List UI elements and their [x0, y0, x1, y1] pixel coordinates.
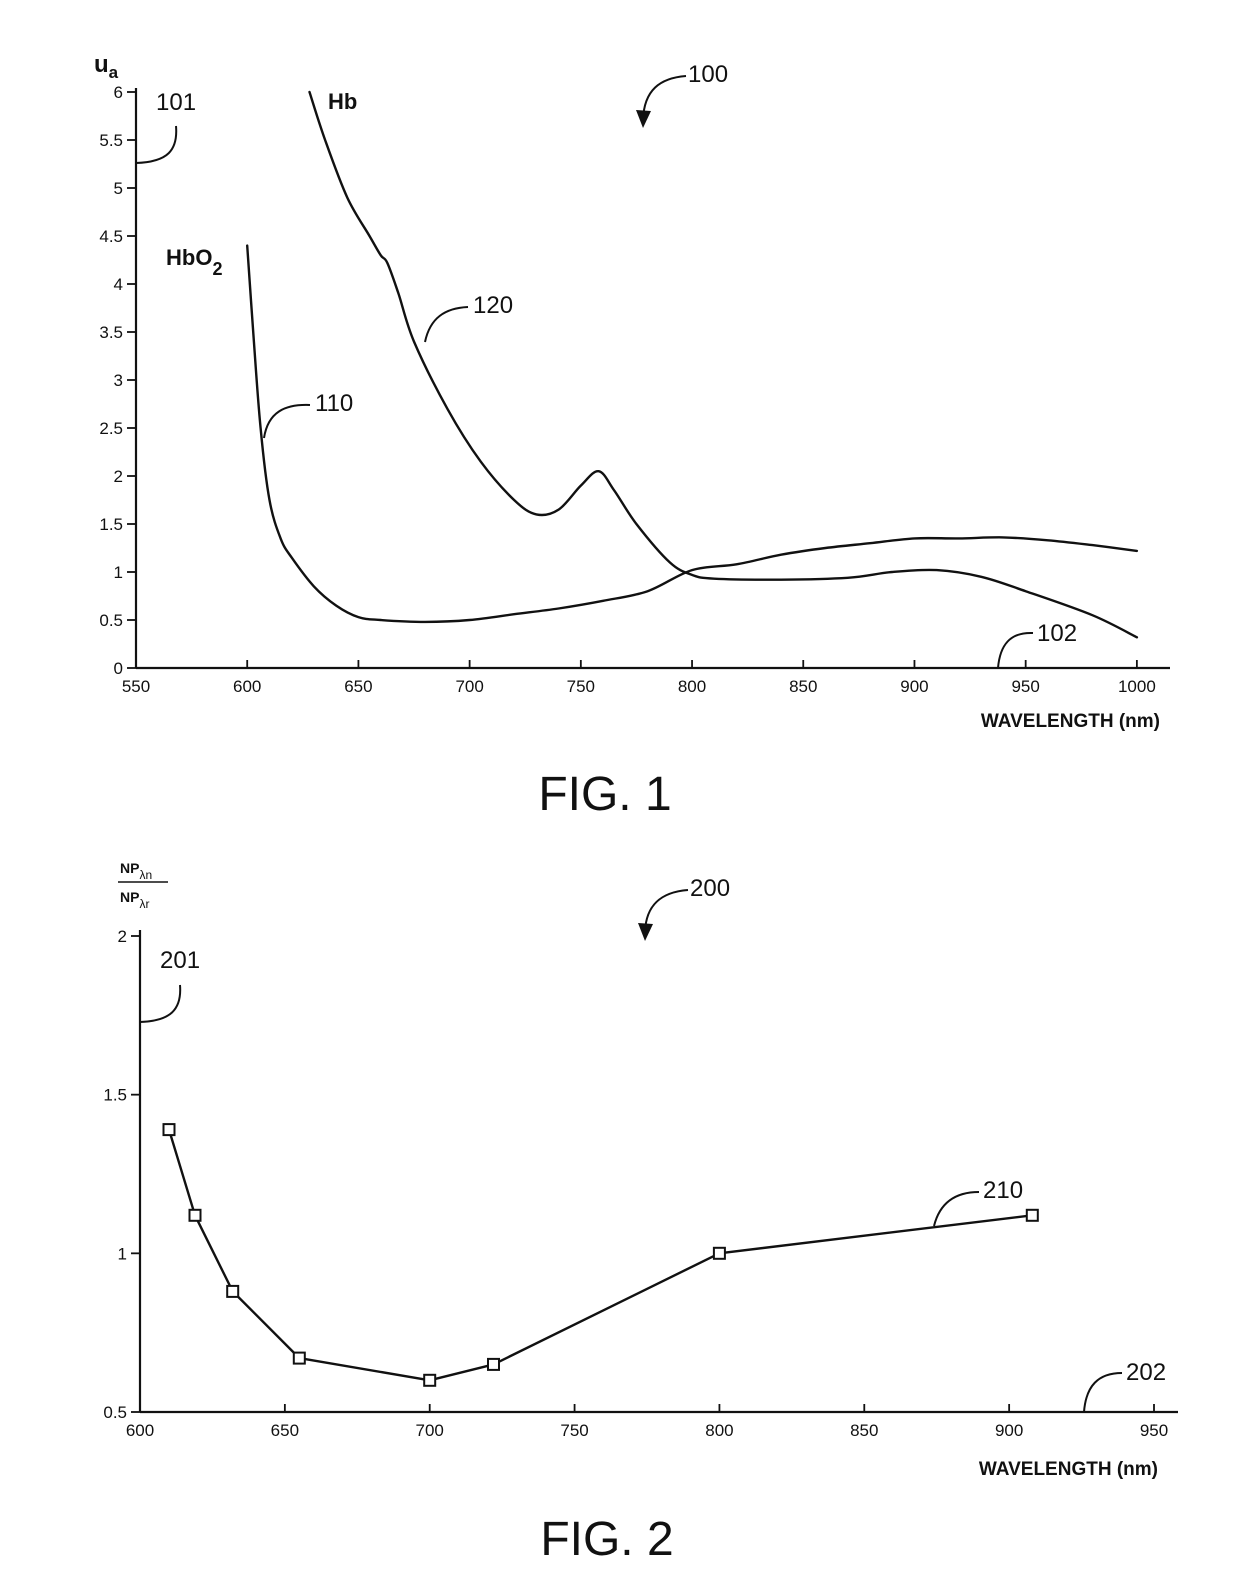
fig2-x-tick-label: 950 [1140, 1421, 1168, 1440]
fig2-ref-201: 201 [160, 947, 200, 974]
fig2-ref-210: 210 [983, 1177, 1023, 1204]
fig2-ref-200-arrowhead [638, 923, 653, 941]
fig1-ref-110-leader [264, 405, 310, 438]
fig1-ref-100: 100 [688, 61, 728, 88]
fig1-x-tick-label: 750 [567, 677, 595, 696]
fig2-ref-201-leader [140, 985, 180, 1022]
fig1-x-tick-label: 900 [900, 677, 928, 696]
fig2-data-point [714, 1248, 725, 1259]
fig1-y-tick-label: 2.5 [99, 419, 123, 438]
fig1-y-tick-label: 5.5 [99, 131, 123, 150]
fig2-x-tick-label: 700 [416, 1421, 444, 1440]
fig1-series-label-hbo2: HbO2 [166, 245, 222, 279]
fig2-y-label-numerator: NPλn [120, 860, 152, 882]
fig1-y-tick-label: 2 [114, 467, 123, 486]
fig2-x-tick-label: 850 [850, 1421, 878, 1440]
fig2-y-axis-label: NPλn NPλr [118, 860, 168, 911]
fig2-x-tick-label: 800 [705, 1421, 733, 1440]
fig2-chart: 600 650 700 750 800 850 900 950 0.5 1 1.5 2 NPλn NP… [103, 860, 1178, 1566]
fig1-caption: FIG. 1 [538, 768, 671, 821]
fig2-ref-210-leader [934, 1192, 979, 1226]
fig1-ref-101-leader [136, 126, 176, 163]
fig2-y-tick-label: 2 [118, 927, 127, 946]
fig1-x-tick-label: 650 [344, 677, 372, 696]
fig2-y-tick-label: 1.5 [103, 1086, 127, 1105]
fig1-x-tick-label: 800 [678, 677, 706, 696]
fig2-ref-200: 200 [690, 875, 730, 902]
fig1-y-tick-label: 5 [114, 179, 123, 198]
fig2-series-line-210 [169, 1130, 1032, 1381]
fig1-ref-110: 110 [315, 390, 353, 417]
fig1-chart: 550 600 650 700 750 800 850 900 950 1000 0 0.5 1 1.5 2… [94, 51, 1170, 821]
fig1-x-tick-label: 700 [455, 677, 483, 696]
fig2-y-tick-label: 0.5 [103, 1403, 127, 1422]
fig1-series-label-hb: Hb [328, 89, 357, 114]
fig2-y-tick-label: 1 [118, 1244, 127, 1263]
fig1-x-tick-label: 850 [789, 677, 817, 696]
fig2-x-tick-label: 600 [126, 1421, 154, 1440]
fig1-x-axis-label: WAVELENGTH (nm) [981, 711, 1160, 732]
fig1-ref-120-leader [425, 307, 468, 342]
fig1-y-tick-label: 6 [114, 83, 123, 102]
fig2-data-point [294, 1353, 305, 1364]
fig1-ref-101: 101 [156, 89, 196, 116]
fig1-y-tick-label: 3 [114, 371, 123, 390]
fig1-ref-102-leader [998, 633, 1033, 668]
fig1-y-tick-label: 0 [114, 659, 123, 678]
fig2-data-point [1027, 1210, 1038, 1221]
fig1-x-tick-label: 1000 [1118, 677, 1156, 696]
fig1-series-line-110 [247, 246, 1137, 622]
fig1-ref-100-arrowhead [636, 110, 651, 128]
fig1-y-tick-label: 4 [114, 275, 123, 294]
fig2-x-axis-label: WAVELENGTH (nm) [979, 1459, 1158, 1480]
fig2-data-point [488, 1359, 499, 1370]
fig2-data-point [227, 1286, 238, 1297]
fig1-y-tick-label: 1 [114, 563, 123, 582]
fig1-x-tick-label: 550 [122, 677, 150, 696]
fig2-data-point [164, 1124, 175, 1135]
fig1-ref-102: 102 [1037, 620, 1077, 647]
fig1-y-tick-label: 4.5 [99, 227, 123, 246]
fig2-caption: FIG. 2 [540, 1513, 673, 1566]
fig1-ref-120: 120 [473, 292, 513, 319]
fig1-series-line-120 [310, 92, 1137, 637]
fig1-y-tick-label: 0.5 [99, 611, 123, 630]
fig2-ref-202: 202 [1126, 1359, 1166, 1386]
fig1-y-tick-label: 3.5 [99, 323, 123, 342]
fig1-x-tick-label: 600 [233, 677, 261, 696]
fig2-data-point [190, 1210, 201, 1221]
fig2-x-tick-label: 750 [560, 1421, 588, 1440]
fig2-ref-202-leader [1084, 1373, 1122, 1412]
fig2-data-point [424, 1375, 435, 1386]
fig1-y-tick-label: 1.5 [99, 515, 123, 534]
fig1-x-tick-label: 950 [1011, 677, 1039, 696]
fig2-x-tick-label: 900 [995, 1421, 1023, 1440]
fig2-x-tick-label: 650 [271, 1421, 299, 1440]
fig1-y-axis-label: ua [94, 51, 119, 82]
fig2-y-label-denominator: NPλr [120, 889, 149, 911]
